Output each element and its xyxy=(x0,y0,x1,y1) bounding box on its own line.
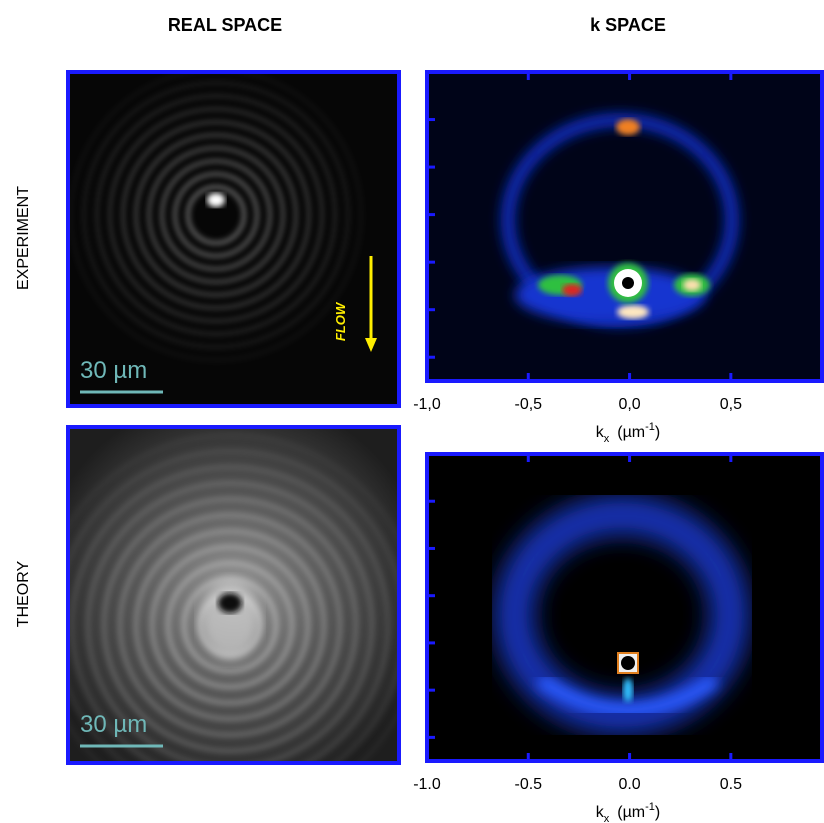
panel-border xyxy=(66,425,401,765)
x-axis-label-part: k xyxy=(596,804,605,821)
x-axis-label-part: x xyxy=(604,813,610,823)
scale-bar-label: 30 µm xyxy=(80,357,147,384)
k-space-image xyxy=(427,72,822,381)
x-axis-label-part: -1 xyxy=(645,421,655,433)
row-label: EXPERIMENT xyxy=(15,186,32,290)
x-axis-label: kx (µm-1) xyxy=(596,421,660,445)
x-axis-label-part: k xyxy=(596,424,605,441)
x-axis-label-part: (µm xyxy=(617,804,645,821)
k-space-image xyxy=(427,454,822,761)
real-space-image xyxy=(68,72,399,406)
x-axis-label-part: -1 xyxy=(645,801,655,813)
column-header: k SPACE xyxy=(590,15,666,35)
row-label: THEORY xyxy=(15,560,32,627)
panel-border xyxy=(66,70,401,408)
flow-label: FLOW xyxy=(333,301,348,341)
x-axis-label-part: (µm xyxy=(617,424,645,441)
x-tick-label: 0.0 xyxy=(618,776,640,793)
column-header: REAL SPACE xyxy=(168,15,282,35)
x-tick-label: -1,0 xyxy=(413,396,441,413)
x-tick-label: -1.0 xyxy=(413,776,441,793)
x-axis-label-part: x xyxy=(604,433,610,445)
x-axis-label-part: ) xyxy=(655,804,660,821)
panel-border xyxy=(425,70,824,383)
x-tick-label: 0.5 xyxy=(720,776,742,793)
x-tick-label: 0,5 xyxy=(720,396,742,413)
x-tick-label: -0.5 xyxy=(514,776,542,793)
x-tick-label: 0,0 xyxy=(618,396,640,413)
panel-border xyxy=(425,452,824,763)
x-tick-label: -0,5 xyxy=(514,396,542,413)
x-axis-label-part: ) xyxy=(655,424,660,441)
real-space-image xyxy=(68,427,399,763)
x-axis-label: kx (µm-1) xyxy=(596,801,660,823)
flow-arrow-head xyxy=(365,338,377,352)
scale-bar-label: 30 µm xyxy=(80,711,147,738)
